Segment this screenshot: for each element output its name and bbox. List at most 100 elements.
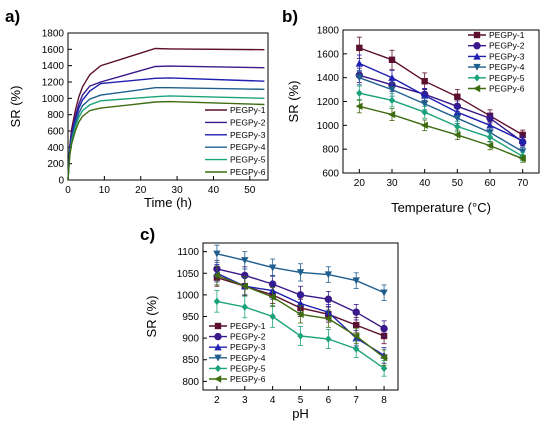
data-point <box>421 108 428 116</box>
data-point <box>356 44 363 52</box>
series-line <box>359 105 523 160</box>
legend-label: PEGPy-6 <box>230 167 266 177</box>
data-point <box>388 73 396 81</box>
legend: PEGPy-1PEGPy-2PEGPy-3PEGPy-4PEGPy-5PEGPy… <box>209 321 266 384</box>
series-line <box>359 92 524 157</box>
data-point <box>324 271 333 279</box>
data-point <box>380 289 388 297</box>
x-tick-label: 40 <box>208 185 220 196</box>
data-point <box>324 314 332 323</box>
data-point <box>352 277 360 285</box>
y-tick-label: 1200 <box>42 78 65 89</box>
data-point <box>268 293 276 301</box>
legend-marker <box>214 332 222 341</box>
x-tick-label: 40 <box>419 178 431 189</box>
data-point <box>421 78 428 85</box>
y-tick-label: 800 <box>322 145 339 156</box>
series-6 <box>67 100 265 181</box>
panel-label: c) <box>140 225 155 244</box>
data-point <box>486 141 494 150</box>
legend-label: PEGPy-5 <box>489 73 525 83</box>
data-point <box>388 96 396 105</box>
data-point <box>241 303 248 311</box>
x-tick-label: 60 <box>484 178 496 189</box>
data-point <box>324 295 333 303</box>
legend-label: PEGPy-6 <box>230 374 266 384</box>
data-point <box>380 353 388 362</box>
data-point <box>352 308 360 316</box>
legend-marker <box>214 343 222 351</box>
y-tick-label: 1000 <box>42 94 65 105</box>
y-tick-label: 1200 <box>317 97 340 108</box>
legend-label: PEGPy-3 <box>489 51 525 61</box>
data-point <box>356 89 363 97</box>
legend-label: PEGPy-2 <box>489 41 525 51</box>
legend-marker <box>473 84 481 93</box>
data-point <box>454 122 461 131</box>
y-tick-label: 1100 <box>177 247 199 258</box>
y-tick-label: 400 <box>47 143 64 154</box>
data-point <box>453 108 462 116</box>
legend-marker <box>473 31 481 39</box>
y-tick-label: 600 <box>47 127 64 138</box>
x-tick-label: 0 <box>65 185 71 196</box>
x-axis-label: Temperature (°C) <box>391 200 491 215</box>
panel-label: b) <box>282 7 298 26</box>
series-line <box>359 77 524 153</box>
data-point <box>213 250 221 258</box>
data-point <box>388 86 396 94</box>
legend-label: PEGPy-4 <box>230 142 266 152</box>
legend-label: PEGPy-4 <box>489 62 525 72</box>
x-tick-label: 10 <box>99 185 111 196</box>
x-tick-label: 20 <box>354 178 366 189</box>
data-point <box>353 345 360 353</box>
data-point <box>355 102 363 110</box>
data-point <box>241 282 248 290</box>
y-tick-label: 900 <box>182 334 199 345</box>
data-point <box>519 131 526 139</box>
x-tick-label: 2 <box>214 395 220 406</box>
legend-label: PEGPy-1 <box>230 321 266 331</box>
y-tick-label: 1800 <box>42 29 65 40</box>
legend: PEGPy-1PEGPy-2PEGPy-3PEGPy-4PEGPy-5PEGPy… <box>468 30 525 94</box>
data-point <box>420 91 429 99</box>
data-point <box>453 114 462 122</box>
legend-label: PEGPy-3 <box>230 342 266 352</box>
y-tick-label: 1050 <box>177 269 200 280</box>
x-tick-label: 20 <box>135 185 147 196</box>
y-tick-label: 600 <box>322 169 339 180</box>
series-line <box>359 74 524 143</box>
series-5 <box>213 290 388 377</box>
y-axis-label: SR (%) <box>286 81 301 123</box>
series-line <box>359 62 523 142</box>
legend-marker <box>473 52 481 60</box>
legend-marker <box>214 354 222 362</box>
data-point <box>380 324 388 333</box>
y-tick-label: 1400 <box>317 73 340 84</box>
data-point <box>268 264 277 272</box>
legend-marker <box>214 375 222 383</box>
legend-label: PEGPy-3 <box>230 130 266 140</box>
data-point <box>296 310 304 319</box>
x-tick-label: 8 <box>381 395 387 406</box>
plot-frame <box>67 32 269 181</box>
data-point <box>486 121 494 129</box>
x-tick-label: 30 <box>172 185 184 196</box>
legend-label: PEGPy-5 <box>230 155 266 165</box>
y-tick-label: 1000 <box>317 121 340 132</box>
legend-label: PEGPy-1 <box>230 105 266 115</box>
data-point <box>388 110 396 119</box>
data-point <box>352 332 360 340</box>
data-point <box>325 335 332 343</box>
y-tick-label: 1000 <box>177 290 200 301</box>
data-point <box>388 56 396 63</box>
y-tick-label: 950 <box>182 312 199 323</box>
series-3 <box>355 54 527 146</box>
data-point <box>269 312 276 321</box>
x-axis-label: Time (h) <box>144 195 192 210</box>
y-tick-label: 800 <box>47 110 64 121</box>
legend-marker <box>473 63 481 71</box>
legend-marker <box>473 74 481 82</box>
x-tick-label: 7 <box>353 395 359 406</box>
